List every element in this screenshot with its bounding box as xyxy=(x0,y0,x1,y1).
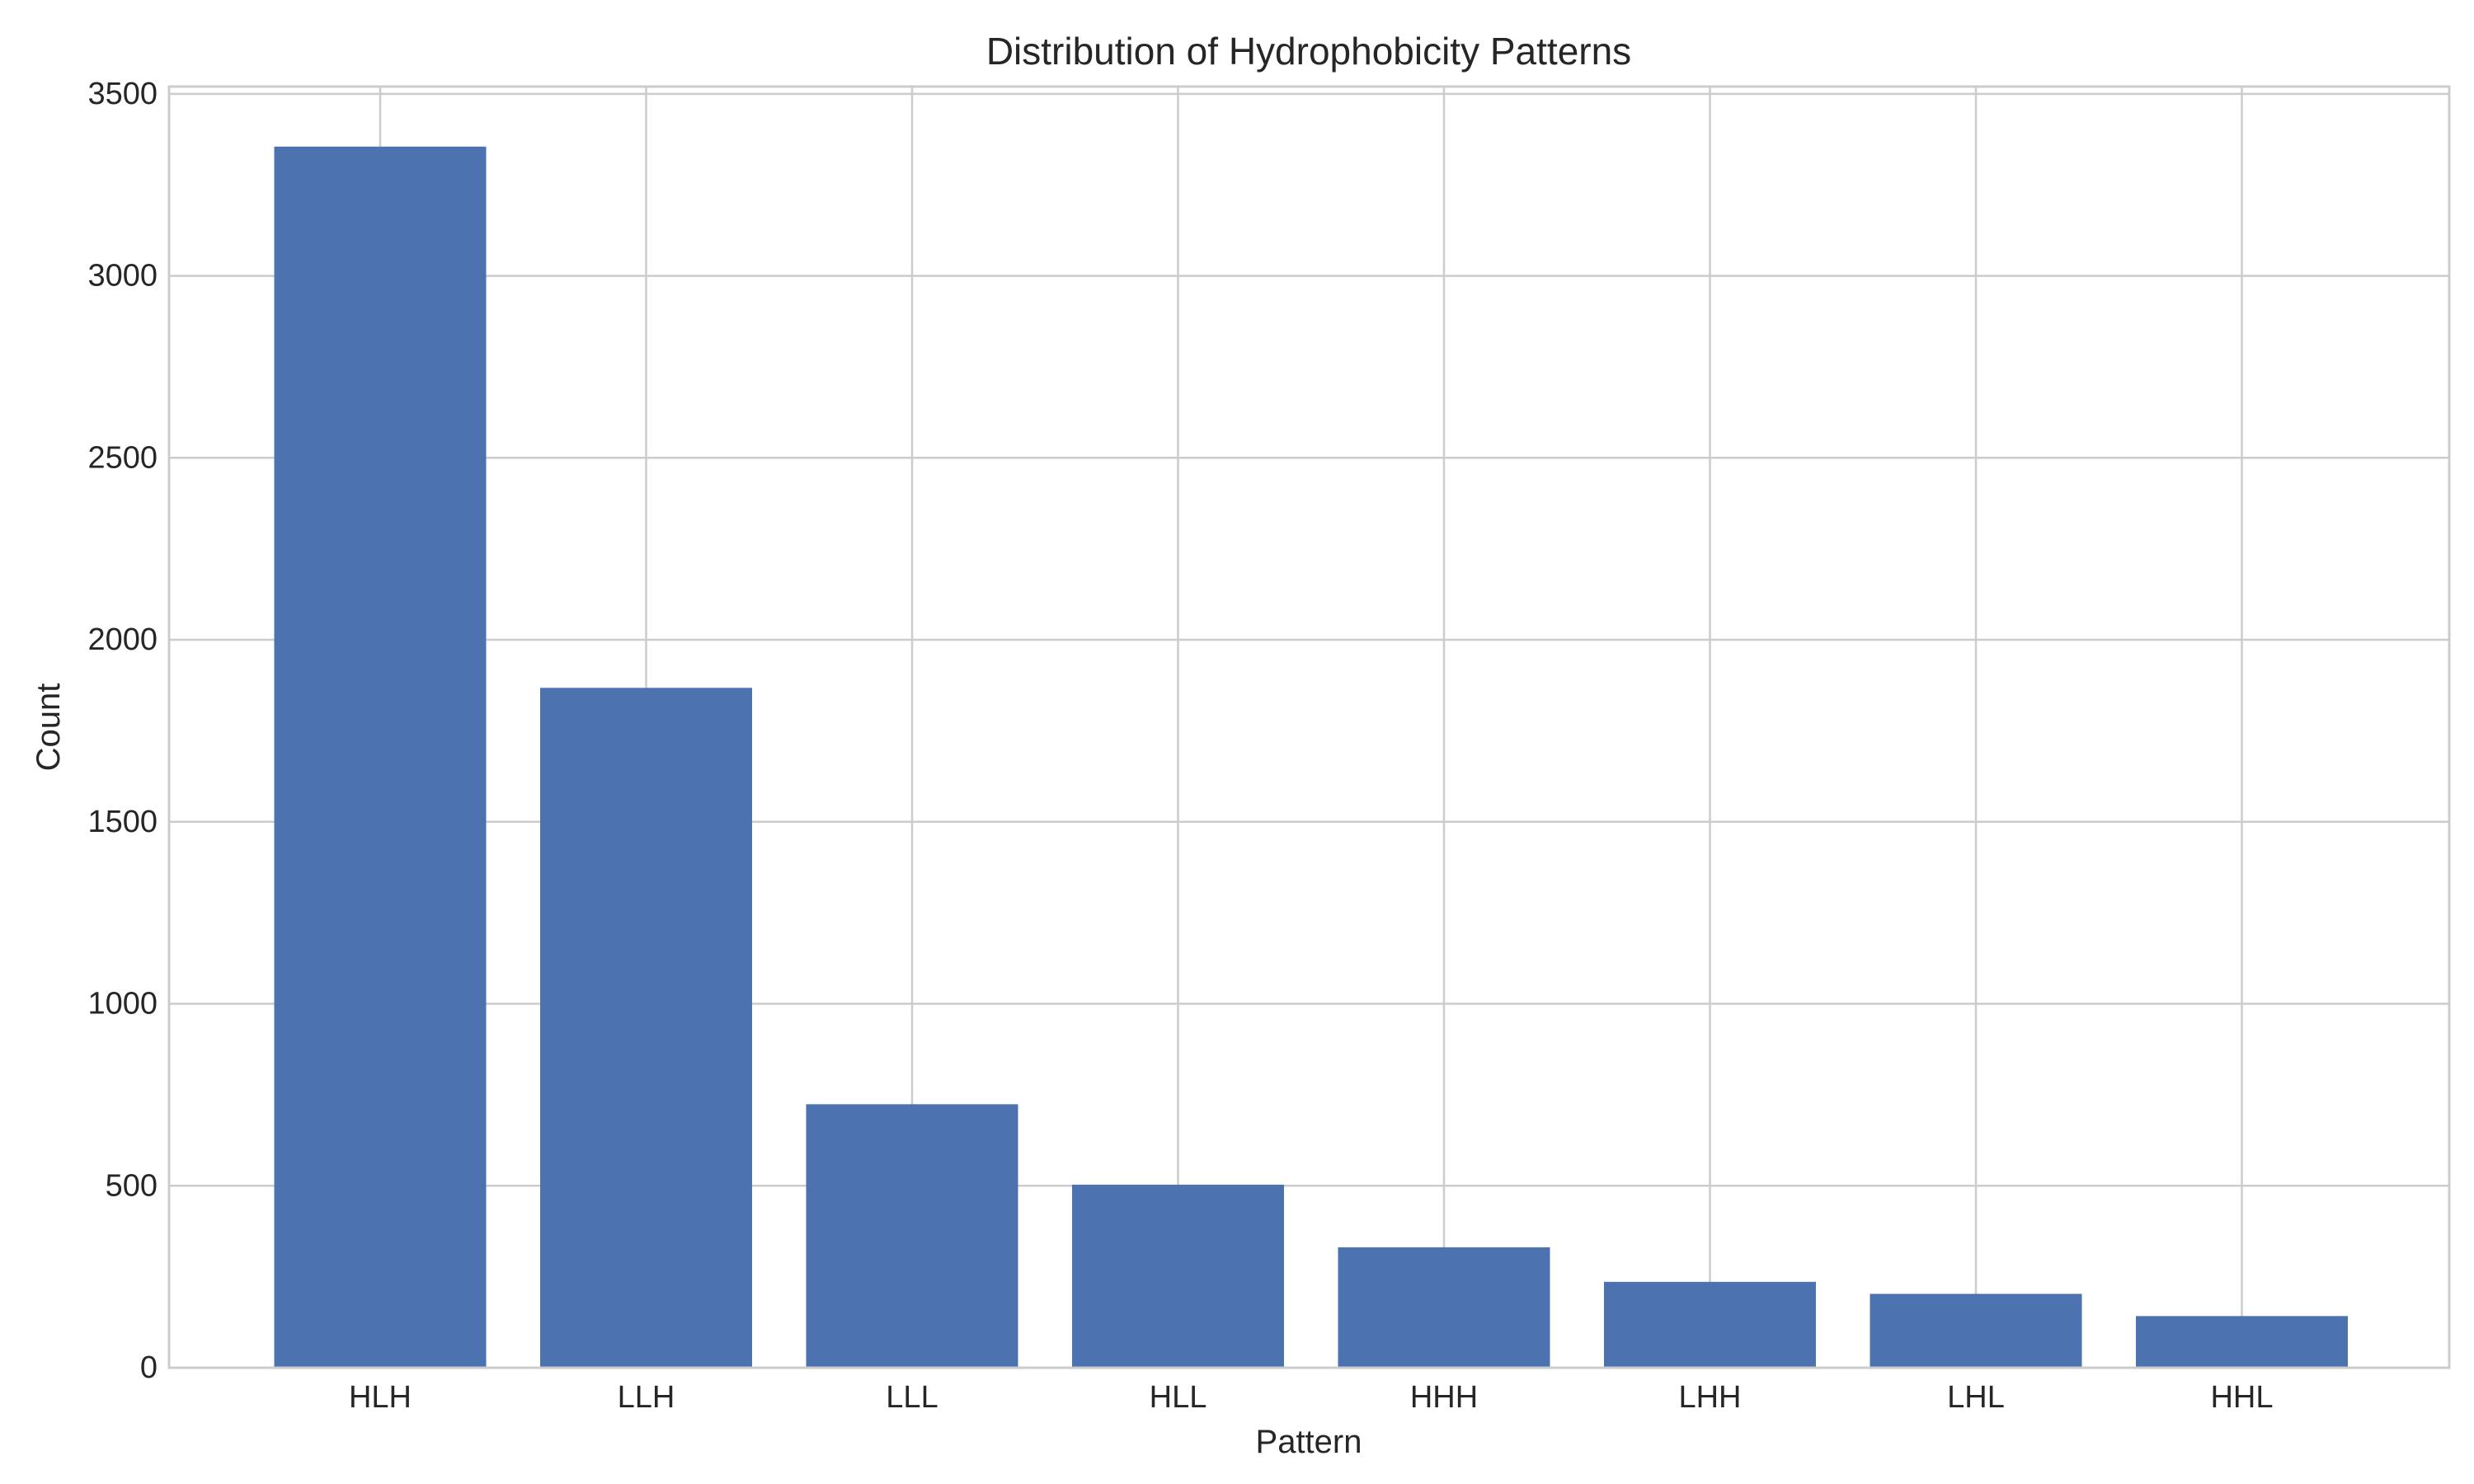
bar-hhl xyxy=(2136,1316,2348,1368)
y-axis-tick-labels: 0 500 1000 1500 2000 2500 3000 3500 xyxy=(87,77,158,1385)
y-tick-label: 2000 xyxy=(87,622,158,657)
y-tick-label: 1000 xyxy=(87,987,158,1021)
grid-lines xyxy=(169,87,2449,1369)
chart-title: Distribution of Hydrophobicity Patterns xyxy=(986,30,1631,73)
plot-area-background xyxy=(169,87,2449,1368)
x-tick-label: LHH xyxy=(1678,1380,1741,1415)
bar-lhl xyxy=(1870,1294,2082,1368)
bars xyxy=(274,146,2348,1368)
y-axis-label: Count xyxy=(31,683,67,772)
x-axis-tick-labels: HLH LLH LLL HLL HHH LHH LHL HHL xyxy=(349,1380,2274,1415)
x-tick-label: HHH xyxy=(1410,1380,1478,1415)
x-tick-label: HLH xyxy=(349,1380,412,1415)
x-tick-label: LLL xyxy=(886,1380,938,1415)
bar-llh xyxy=(540,688,752,1368)
bar-lhh xyxy=(1604,1281,1816,1368)
x-tick-label: LHL xyxy=(1947,1380,2005,1415)
bar-hlh xyxy=(274,146,487,1368)
bar-hhh xyxy=(1338,1247,1550,1368)
bar-hll xyxy=(1072,1184,1284,1368)
y-tick-label: 500 xyxy=(106,1168,158,1203)
y-tick-label: 0 xyxy=(140,1350,158,1385)
x-tick-label: HHL xyxy=(2210,1380,2273,1415)
plot-frame xyxy=(167,85,2451,1369)
y-tick-label: 2500 xyxy=(87,440,158,475)
y-tick-label: 3500 xyxy=(87,77,158,111)
x-tick-label: HLL xyxy=(1150,1380,1207,1415)
y-tick-label: 1500 xyxy=(87,805,158,839)
bar-lll xyxy=(806,1104,1018,1368)
x-tick-label: LLH xyxy=(618,1380,675,1415)
y-tick-label: 3000 xyxy=(87,259,158,294)
x-axis-label: Pattern xyxy=(1256,1424,1362,1460)
